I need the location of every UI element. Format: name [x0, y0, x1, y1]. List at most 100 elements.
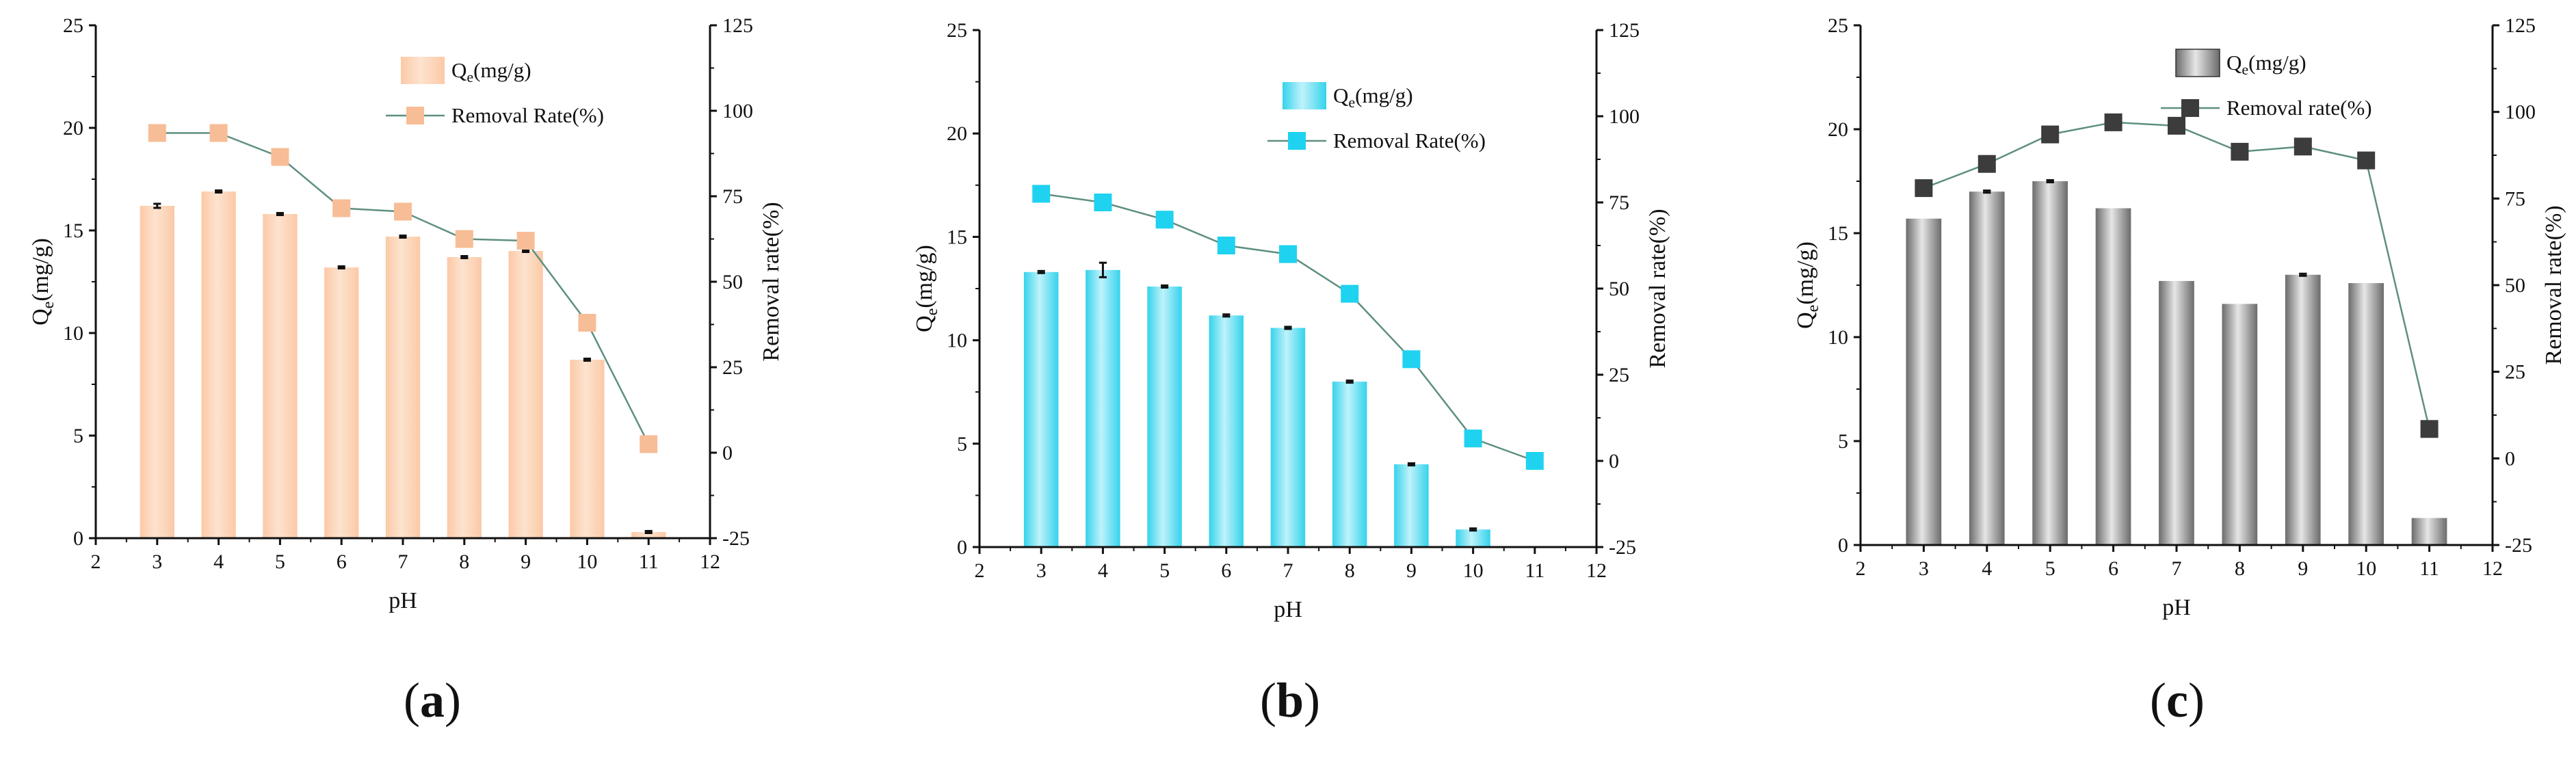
removal-rate-point-ph-7: [1279, 245, 1297, 263]
x-tick-label: 5: [275, 550, 285, 573]
y-left-tick-label: 15: [63, 220, 83, 242]
y-right-axis-label: Removal rate(%): [2541, 205, 2566, 364]
removal-rate-point-ph-6: [332, 199, 351, 217]
bar-ph-3: [1906, 218, 1942, 545]
y-right-tick-label: 25: [1609, 364, 1629, 386]
legend-line-label: Removal Rate(%): [1333, 129, 1486, 152]
x-tick-label: 10: [1463, 559, 1484, 582]
y-left-tick-label: 20: [1828, 118, 1848, 141]
x-axis-label: pH: [1274, 597, 1302, 622]
y-right-tick-label: 100: [1609, 105, 1640, 128]
bar-ph-11: [631, 532, 666, 538]
x-tick-label: 8: [459, 550, 469, 573]
bar-ph-3: [1023, 271, 1059, 547]
error-bar-ph-9: [1407, 462, 1415, 467]
bar-ph-9: [508, 251, 543, 538]
bar-ph-6: [2095, 208, 2131, 545]
removal-rate-point-ph-5: [2041, 125, 2060, 144]
removal-rate-point-ph-9: [2294, 137, 2312, 156]
legend-bar-swatch: [2175, 49, 2220, 77]
error-bar-ph-8: [460, 255, 469, 259]
y-right-tick-label: 75: [722, 185, 743, 208]
y-right-tick-label: -25: [2505, 534, 2532, 557]
legend: Qe(mg/g) Removal rate(%): [2161, 49, 2372, 120]
error-bar-ph-6: [1222, 313, 1231, 318]
error-bar-ph-9: [2299, 272, 2307, 277]
y-left-tick-label: 10: [1828, 326, 1848, 349]
y-left-tick-label: 5: [1838, 430, 1848, 453]
y-right-tick-label: 0: [1609, 450, 1619, 473]
removal-rate-point-ph-9: [1402, 350, 1421, 369]
error-bar-ph-10: [1469, 527, 1477, 532]
x-tick-label: 6: [1221, 559, 1231, 582]
error-bar-ph-10: [583, 358, 591, 362]
removal-rate-point-ph-7: [2168, 116, 2185, 135]
error-bar-ph-4: [1099, 261, 1107, 278]
bar-ph-7: [385, 237, 421, 538]
y-left-tick-label: 0: [957, 536, 967, 559]
x-tick-label: 9: [1406, 559, 1417, 582]
bar-ph-9: [2285, 274, 2321, 545]
x-tick-label: 6: [2108, 557, 2118, 580]
legend-line-label: Removal Rate(%): [451, 103, 604, 127]
removal-rate-point-ph-3: [1032, 185, 1051, 203]
legend-bar-swatch: [401, 57, 445, 84]
y-right-tick-label: 75: [1609, 191, 1629, 214]
y-right-tick-label: 0: [2505, 447, 2515, 470]
x-tick-label: 5: [1159, 559, 1170, 582]
y-right-tick-label: 100: [2505, 101, 2536, 124]
panel-label: (c): [2150, 673, 2205, 728]
bar-ph-9: [1394, 464, 1429, 547]
error-bar-ph-4: [1983, 189, 1991, 194]
legend-bar-swatch: [1283, 82, 1326, 109]
y-right-tick-label: 0: [722, 442, 733, 464]
removal-rate-point-ph-3: [148, 124, 166, 142]
y-left-tick-label: 25: [1828, 14, 1848, 37]
removal-rate-point-ph-8: [1341, 284, 1359, 303]
removal-rate-point-ph-6: [1217, 237, 1235, 254]
removal-rate-point-ph-4: [1977, 155, 1996, 173]
x-tick-label: 11: [2419, 557, 2439, 580]
x-tick-label: 11: [1525, 559, 1545, 582]
legend-line-label: Removal rate(%): [2226, 96, 2372, 120]
removal-rate-point-ph-9: [516, 232, 535, 250]
y-left-axis-label: Qe(mg/g): [1793, 241, 1822, 329]
y-right-tick-label: 25: [722, 356, 743, 379]
removal-rate-point-ph-11: [2420, 420, 2439, 438]
x-tick-label: 7: [2172, 557, 2182, 580]
error-bar-ph-7: [399, 235, 407, 239]
y-right-tick-label: 125: [722, 14, 753, 37]
y-left-axis-label: Qe(mg/g): [912, 245, 941, 332]
y-left-tick-label: 20: [63, 117, 83, 140]
bar-ph-6: [1209, 315, 1244, 547]
x-tick-label: 4: [1098, 559, 1108, 582]
x-tick-label: 7: [398, 550, 408, 573]
removal-rate-point-ph-10: [578, 314, 596, 332]
x-tick-label: 2: [1856, 557, 1866, 580]
legend: Qe(mg/g) Removal Rate(%): [386, 57, 604, 127]
removal-rate-point-ph-4: [1094, 194, 1112, 211]
bar-ph-4: [1086, 269, 1120, 547]
legend: Qe(mg/g) Removal Rate(%): [1267, 82, 1486, 152]
legend-bar-label: Qe(mg/g): [1333, 83, 1413, 111]
x-tick-label: 2: [975, 559, 985, 582]
bar-ph-10: [2348, 283, 2384, 545]
error-bar-ph-11: [644, 530, 653, 534]
y-left-tick-label: 10: [63, 322, 83, 345]
y-left-tick-label: 5: [957, 433, 967, 455]
legend-bar-label: Qe(mg/g): [2226, 51, 2306, 78]
x-tick-label: 8: [1345, 559, 1355, 582]
legend-marker-swatch: [406, 107, 424, 124]
y-right-tick-label: 100: [722, 100, 753, 122]
bar-ph-5: [263, 214, 298, 538]
y-right-tick-label: 125: [2505, 14, 2536, 37]
error-bar-ph-8: [1345, 380, 1354, 384]
removal-rate-point-ph-11: [1525, 452, 1544, 470]
removal-rate-point-ph-11: [640, 435, 658, 453]
x-tick-label: 8: [2235, 557, 2245, 580]
y-left-tick-label: 10: [947, 330, 967, 352]
x-tick-label: 3: [1036, 559, 1047, 582]
y-right-tick-label: -25: [1609, 536, 1636, 559]
